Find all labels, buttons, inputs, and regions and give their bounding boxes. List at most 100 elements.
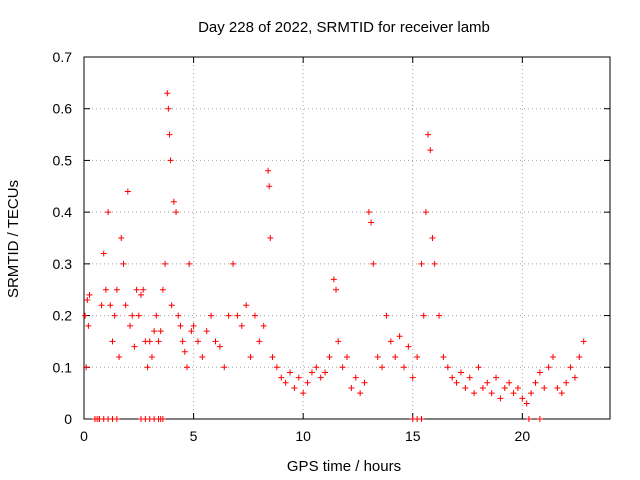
data-point: [365, 209, 372, 216]
data-point: [326, 353, 333, 360]
data-point: [120, 260, 127, 267]
data-point: [159, 416, 166, 422]
data-point: [129, 312, 136, 319]
data-point: [405, 343, 412, 350]
data-point: [166, 131, 173, 138]
data-point: [113, 286, 120, 293]
data-point: [466, 374, 473, 381]
data-point: [545, 364, 552, 371]
data-point: [118, 235, 125, 241]
data-point: [247, 353, 254, 360]
x-tick-label: 20: [515, 428, 531, 444]
data-point: [313, 364, 320, 371]
data-point: [418, 416, 425, 422]
data-point: [111, 312, 118, 319]
data-point: [429, 235, 436, 241]
data-point: [414, 353, 421, 360]
data-point: [282, 379, 289, 386]
x-tick-label: 5: [190, 428, 198, 444]
data-point: [188, 328, 195, 335]
data-point: [440, 353, 447, 360]
data-point: [444, 364, 451, 371]
data-point: [144, 364, 151, 371]
data-point: [269, 353, 276, 360]
y-tick-label: 0.2: [53, 308, 73, 324]
data-point: [167, 157, 174, 164]
data-point: [383, 312, 390, 319]
data-point: [194, 338, 201, 345]
data-point: [203, 328, 210, 335]
data-point: [82, 312, 89, 319]
data-point: [300, 390, 307, 397]
plot-frame: [83, 56, 611, 420]
data-point: [266, 183, 273, 190]
data-point: [558, 390, 565, 397]
grid: [84, 57, 610, 419]
data-point: [256, 338, 263, 345]
data-point: [322, 369, 329, 376]
data-point: [550, 353, 557, 360]
data-point: [571, 374, 578, 381]
data-point: [420, 312, 427, 319]
data-point: [225, 312, 232, 319]
data-point: [387, 338, 394, 345]
x-tick-label: 0: [80, 428, 88, 444]
data-point: [267, 235, 274, 241]
y-axis-label: SRMTID / TECUs: [5, 180, 22, 298]
data-point: [165, 105, 172, 112]
data-point: [541, 384, 548, 391]
data-point: [479, 384, 486, 391]
data-point: [170, 198, 177, 205]
data-point: [107, 302, 114, 309]
data-point: [471, 390, 478, 397]
data-point: [199, 353, 206, 360]
data-point: [243, 302, 250, 309]
data-point: [287, 369, 294, 376]
data-point: [488, 390, 495, 397]
data-point: [230, 260, 237, 267]
data-point: [153, 312, 160, 319]
data-point: [151, 328, 158, 335]
data-point: [576, 353, 583, 360]
data-points: [82, 90, 587, 422]
data-point: [536, 416, 543, 422]
data-point: [368, 219, 375, 226]
data-point: [580, 338, 587, 345]
y-tick-label: 0: [64, 411, 72, 427]
data-point: [396, 333, 403, 340]
data-point: [501, 384, 508, 391]
data-point: [304, 379, 311, 386]
data-point: [105, 209, 112, 216]
data-point: [148, 353, 155, 360]
data-point: [155, 338, 162, 345]
data-point: [84, 297, 91, 304]
data-point: [278, 374, 285, 381]
data-point: [400, 364, 407, 371]
data-point: [190, 322, 197, 329]
data-point: [536, 369, 543, 376]
y-tick-label: 0.5: [53, 152, 73, 168]
data-point: [427, 147, 434, 154]
data-point: [137, 291, 144, 298]
data-point: [379, 364, 386, 371]
data-point: [234, 312, 241, 319]
data-point: [127, 322, 134, 329]
data-point: [357, 390, 364, 397]
data-point: [109, 338, 116, 345]
data-point: [519, 395, 526, 402]
data-point: [251, 312, 258, 319]
data-point: [567, 364, 574, 371]
data-point: [510, 390, 517, 397]
data-point: [184, 364, 191, 371]
data-point: [449, 374, 456, 381]
data-point: [164, 90, 171, 97]
y-tick-label: 0.3: [53, 256, 73, 272]
axis-ticks: 0 0.1 0.2 0.3 0.4 0.5 0.6 0.7 0 5 10 15 20: [53, 49, 610, 444]
data-point: [532, 379, 539, 386]
data-point: [506, 379, 513, 386]
y-tick-label: 0.7: [53, 49, 73, 65]
data-point: [339, 364, 346, 371]
data-point: [352, 374, 359, 381]
data-point: [179, 338, 186, 345]
